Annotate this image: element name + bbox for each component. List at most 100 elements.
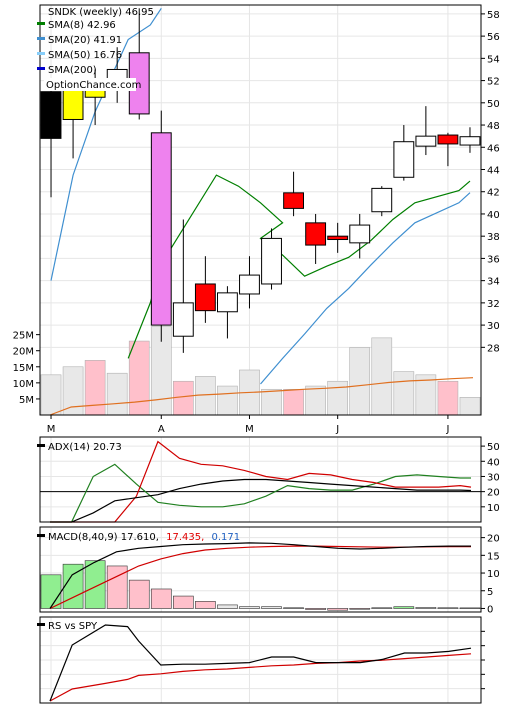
price-tick-label: 44 — [487, 165, 500, 176]
macd-tick-label: 0 — [487, 604, 493, 615]
candle — [459, 127, 481, 153]
candle — [327, 222, 349, 253]
minus-di-line — [50, 440, 472, 523]
price-panel: 28 30 32 34 36 38 40 42 44 46 48 50 52 54 56 58 5M 10M 15M… — [13, 4, 500, 435]
candle — [437, 132, 459, 167]
candle — [393, 125, 415, 181]
volume-ma-line — [49, 377, 474, 416]
rs-legend: RS vs SPY — [37, 621, 98, 632]
candle — [172, 219, 194, 353]
candle — [371, 186, 393, 217]
volume-tick-label: 20M — [13, 347, 34, 358]
legend-sma20: SMA(20) 41.91 — [48, 35, 122, 46]
adx-line — [50, 478, 472, 523]
candle-body — [194, 283, 216, 312]
volume-bar — [283, 388, 304, 416]
rs-panel-frame — [39, 616, 482, 704]
price-tick-label: 38 — [487, 232, 500, 243]
macd-tick-label: 15 — [487, 551, 500, 562]
macd-hist-bar — [239, 606, 260, 609]
price-tick-label: 28 — [487, 343, 500, 354]
candle-body — [415, 135, 437, 147]
macd-hist-value: 0.171 — [211, 532, 240, 543]
macd-hist-bar — [40, 574, 62, 609]
candle — [305, 213, 327, 264]
adx-legend-swatch — [37, 444, 45, 447]
macd-hist-bar — [349, 608, 371, 610]
candle — [84, 69, 106, 126]
macd-panel: 0 5 10 15 20 — [39, 526, 500, 615]
candle-body — [437, 134, 459, 145]
price-tick-label: 52 — [487, 77, 500, 88]
price-tick-label: 34 — [487, 277, 500, 288]
volume-bar — [173, 380, 194, 416]
legend-swatch-sma8 — [37, 22, 45, 25]
volume-tick-label: 15M — [13, 363, 34, 374]
price-tick-label: 40 — [487, 210, 500, 221]
adx-panel: 10 20 30 40 50 — [39, 436, 500, 523]
macd-hist-bar — [283, 607, 304, 609]
candle-body — [305, 222, 327, 246]
macd-hist-bar — [62, 563, 84, 609]
price-tick-label: 42 — [487, 188, 500, 199]
macd-legend-swatch — [37, 534, 45, 537]
volume-tick-label: 5M — [19, 395, 34, 406]
macd-tick-label: 5 — [487, 587, 493, 598]
volume-bar — [261, 388, 282, 416]
rs-legend-swatch — [37, 623, 45, 626]
volume-bar — [62, 366, 84, 416]
volume-bar — [195, 376, 216, 416]
candle-body — [261, 237, 282, 285]
volume-bar — [349, 347, 371, 416]
candle — [194, 256, 216, 323]
candle-body — [459, 136, 481, 146]
macd-hist-bar — [128, 579, 150, 609]
macd-hist-bar — [305, 608, 326, 610]
adx-panel-frame — [39, 436, 482, 523]
volume-bar — [128, 340, 150, 416]
macd-hist-bar — [393, 606, 415, 609]
macd-hist-bar — [84, 560, 106, 609]
macd-hist-bar — [415, 607, 437, 609]
candle-body — [40, 91, 62, 139]
candle — [261, 228, 282, 290]
macd-signal-value: 17.435, — [166, 532, 204, 543]
macd-hist-bar — [459, 607, 481, 609]
rs-ma-line — [49, 653, 472, 702]
volume-bar — [84, 360, 106, 416]
volume-bar — [217, 385, 238, 416]
macd-hist-bar — [437, 607, 459, 609]
x-tick-label: M — [245, 424, 254, 435]
price-tick-label: 50 — [487, 99, 500, 110]
candle — [239, 256, 260, 309]
candle-body — [283, 192, 304, 209]
adx-tick-label: 30 — [487, 472, 500, 483]
candle — [40, 86, 62, 198]
sma8-line — [127, 174, 471, 359]
candle-body — [150, 132, 172, 326]
watermark-box — [44, 78, 136, 91]
candle — [150, 110, 172, 342]
candle-body — [62, 85, 84, 120]
adx-label: ADX(14) 20.73 — [48, 442, 122, 453]
volume-bar — [437, 380, 459, 416]
chart-title: SNDK (weekly) 46.95 — [48, 7, 154, 18]
macd-hist-bar — [150, 588, 172, 609]
volume-bar — [459, 397, 481, 416]
price-tick-label: 56 — [487, 32, 500, 43]
price-tick-label: 32 — [487, 299, 500, 310]
price-tick-label: 36 — [487, 254, 500, 265]
rs-label: RS vs SPY — [48, 621, 98, 632]
macd-label: MACD(8,40,9) 17.610, 17.435, 0.171 — [48, 532, 240, 543]
adx-legend: ADX(14) 20.73 — [37, 442, 122, 453]
candle-body — [239, 274, 260, 295]
candle — [415, 106, 437, 156]
x-tick-label: J — [445, 424, 449, 435]
legend-sma200: SMA(200) — [48, 65, 97, 76]
candle-body — [393, 141, 415, 178]
macd-line — [49, 542, 471, 609]
sma20-line-recent — [260, 192, 471, 385]
macd-tick-label: 20 — [487, 534, 500, 545]
rs-line — [49, 624, 472, 702]
